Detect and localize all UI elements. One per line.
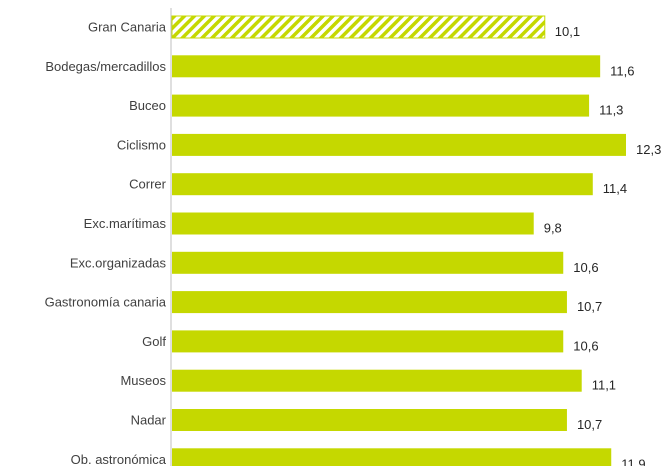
- bar: [172, 55, 601, 78]
- bar: [172, 173, 593, 196]
- bar: [172, 212, 534, 235]
- bar: [172, 448, 612, 466]
- category-label: Bodegas/mercadillos: [45, 59, 166, 74]
- value-label: 12,3: [636, 142, 661, 157]
- bar: [172, 409, 567, 431]
- value-label: 11,3: [599, 103, 623, 118]
- category-label: Museos: [120, 373, 166, 388]
- category-label: Ob. astronómica: [71, 452, 167, 466]
- category-label: Buceo: [129, 98, 166, 113]
- category-label: Ciclismo: [117, 137, 166, 152]
- category-label: Gastronomía canaria: [45, 295, 167, 310]
- value-label: 11,9: [621, 456, 645, 466]
- value-label: 10,6: [573, 338, 598, 353]
- value-label: 10,7: [577, 299, 602, 314]
- category-label: Gran Canaria: [88, 20, 167, 35]
- highlight-bar: [171, 15, 546, 39]
- bar: [172, 291, 567, 314]
- value-label: 11,4: [603, 181, 627, 196]
- bar: [172, 330, 564, 353]
- bar: [172, 251, 564, 274]
- value-label: 10,7: [577, 417, 602, 432]
- category-label: Exc.marítimas: [84, 216, 167, 231]
- value-label: 10,6: [573, 260, 598, 275]
- category-label: Correr: [129, 177, 167, 192]
- value-label: 11,6: [610, 63, 634, 78]
- value-label: 11,1: [592, 378, 616, 393]
- bar: [172, 133, 626, 156]
- bar: [172, 369, 582, 392]
- category-label: Golf: [142, 334, 166, 349]
- category-label: Nadar: [131, 413, 167, 428]
- value-label: 10,1: [555, 24, 580, 39]
- value-label: 9,8: [544, 221, 562, 236]
- bar: [172, 94, 590, 117]
- category-label: Exc.organizadas: [70, 255, 167, 270]
